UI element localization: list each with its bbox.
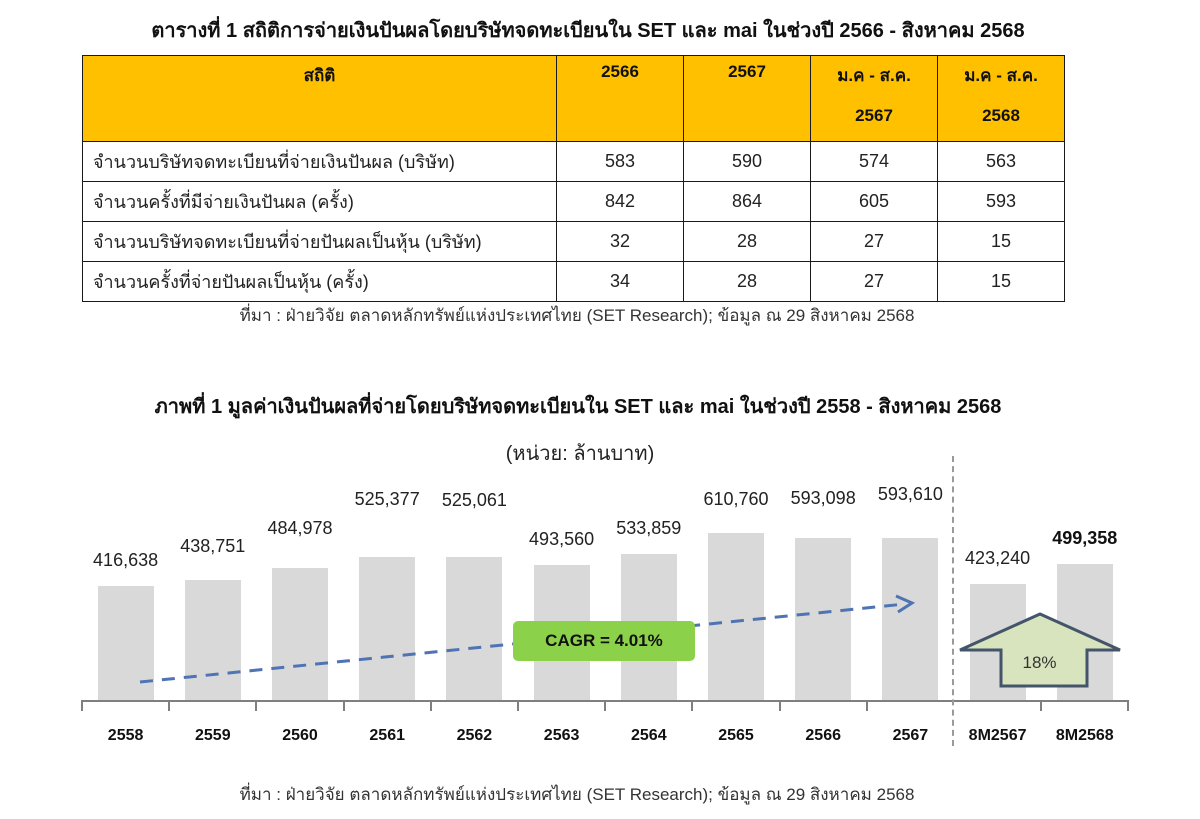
bar-value-label: 610,760: [703, 489, 769, 510]
bar-2566: [795, 538, 852, 700]
table-row: จำนวนบริษัทจดทะเบียนที่จ่ายเงินปันผล (บร…: [82, 141, 1065, 182]
cell-value: 34: [556, 261, 684, 302]
cell-value: 27: [810, 261, 938, 302]
x-axis-tick: [691, 700, 694, 711]
x-axis-label: 2566: [805, 727, 841, 744]
x-axis-label: 8M2568: [1055, 727, 1114, 744]
cell-value: 574: [810, 141, 938, 182]
x-axis-tick: [604, 700, 607, 711]
chart-source-note: ที่มา : ฝ่ายวิจัย ตลาดหลักทรัพย์แห่งประเ…: [239, 785, 915, 804]
table-source-note: ที่มา : ฝ่ายวิจัย ตลาดหลักทรัพย์แห่งประเ…: [239, 306, 915, 325]
table-row: จำนวนครั้งที่มีจ่ายเงินปันผล (ครั้ง) 842…: [82, 181, 1065, 222]
x-axis-tick: [429, 700, 432, 711]
row-label: จำนวนบริษัทจดทะเบียนที่จ่ายเงินปันผล (บร…: [82, 141, 557, 182]
dividend-stats-table: สถิติ 2566 2567 ม.ค - ส.ค. 2567 ม.ค - ส.ค…: [82, 55, 1065, 302]
header-statistic: สถิติ: [82, 55, 557, 142]
bar-value-label: 525,061: [441, 489, 507, 510]
bar-value-label: 533,859: [616, 518, 682, 539]
x-axis-label: 2558: [107, 727, 144, 744]
header-2566: 2566: [556, 55, 684, 142]
header-2567: 2567: [683, 55, 811, 142]
cell-value: 605: [810, 181, 938, 222]
table-row: จำนวนบริษัทจดทะเบียนที่จ่ายปันผลเป็นหุ้น…: [82, 221, 1065, 262]
cell-value: 15: [937, 261, 1065, 302]
bar-value-label: 493,560: [529, 529, 595, 550]
cell-value: 563: [937, 141, 1065, 182]
row-label: จำนวนบริษัทจดทะเบียนที่จ่ายปันผลเป็นหุ้น…: [82, 221, 557, 262]
bar-value-label: 593,610: [877, 483, 943, 504]
cell-value: 864: [683, 181, 811, 222]
x-axis-tick: [1127, 700, 1130, 711]
x-axis-tick: [168, 700, 171, 711]
bar-value-label: 525,377: [354, 488, 420, 509]
dividend-bar-chart: 416,638 2558 438,751 2559 484,978 2560 525,377…: [0, 456, 1200, 770]
bar-2560: [272, 567, 328, 700]
bar-value-label: 593,098: [790, 488, 856, 509]
bar-value-label: 484,978: [267, 517, 333, 538]
cell-value: 15: [937, 221, 1065, 262]
x-axis-tick: [778, 700, 781, 711]
cell-value: 28: [683, 221, 811, 262]
x-axis-label: 8M2567: [968, 727, 1027, 744]
bar-2565: [708, 533, 764, 700]
bar-2567: [882, 537, 939, 700]
cell-value: 593: [937, 181, 1065, 222]
bar-2562: [446, 556, 503, 700]
chart-unit-label: (หน่วย: ล้านบาท): [505, 443, 655, 465]
x-axis-tick: [1040, 700, 1043, 711]
header-jan-aug-2567: ม.ค - ส.ค. 2567: [810, 55, 938, 142]
header-jan-aug-2568: ม.ค - ส.ค. 2568: [937, 55, 1065, 142]
growth-up-arrow-icon: [959, 612, 1121, 688]
bar-value-label: 423,240: [965, 548, 1031, 569]
cell-value: 583: [556, 141, 684, 182]
x-axis-label: 2563: [543, 727, 580, 744]
x-axis-label: 2560: [282, 727, 318, 744]
cell-value: 28: [683, 261, 811, 302]
cell-value: 27: [810, 221, 938, 262]
x-axis-tick: [865, 700, 868, 711]
x-axis-tick: [81, 700, 83, 711]
x-axis-tick: [255, 700, 258, 711]
x-axis-label: 2562: [456, 727, 493, 744]
x-axis-label: 2564: [631, 727, 667, 744]
table-header-row: สถิติ 2566 2567 ม.ค - ส.ค. 2567 ม.ค - ส.ค…: [82, 55, 1065, 142]
chart-title: ภาพที่ 1 มูลค่าเงินปันผลที่จ่ายโดยบริษัท…: [154, 396, 1002, 418]
bar-value-label: 438,751: [180, 536, 246, 557]
period-divider-line: [952, 456, 954, 746]
cell-value: 32: [556, 221, 684, 262]
x-axis-label: 2567: [892, 727, 929, 744]
bar-value-label: 499,358: [1052, 527, 1118, 548]
x-axis-tick: [517, 700, 519, 711]
cell-value: 590: [683, 141, 811, 182]
bar-2561: [359, 556, 416, 700]
table-row: จำนวนครั้งที่จ่ายปันผลเป็นหุ้น (ครั้ง) 3…: [82, 261, 1065, 302]
bar-2559: [184, 580, 241, 700]
cell-value: 842: [556, 181, 684, 222]
bar-value-label: 416,638: [93, 550, 159, 571]
row-label: จำนวนครั้งที่จ่ายปันผลเป็นหุ้น (ครั้ง): [82, 261, 557, 302]
cagr-badge: CAGR = 4.01%: [513, 621, 695, 661]
table-title: ตารางที่ 1 สถิติการจ่ายเงินปันผลโดยบริษั…: [151, 20, 1025, 42]
x-axis-label: 2565: [718, 727, 754, 744]
x-axis-label: 2559: [195, 727, 231, 744]
x-axis-tick: [342, 700, 345, 711]
x-axis-label: 2561: [369, 727, 405, 744]
growth-percent-label: 18%: [1022, 653, 1057, 672]
row-label: จำนวนครั้งที่มีจ่ายเงินปันผล (ครั้ง): [82, 181, 557, 222]
